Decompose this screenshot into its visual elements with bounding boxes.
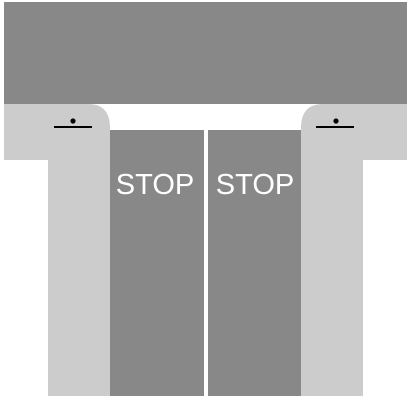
lane-divider [204,130,208,396]
stop-marking-right: STOP [216,169,294,201]
cross-road [4,2,407,104]
stop-marking-left: STOP [116,169,194,201]
